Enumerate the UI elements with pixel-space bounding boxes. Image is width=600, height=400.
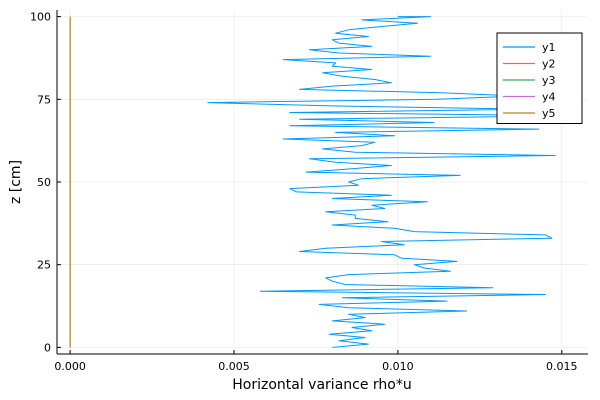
- legend-label-y1: y1: [542, 41, 556, 54]
- x-ticks: 0.000 0.005 0.010 0.015: [54, 350, 578, 373]
- legend-box: [496, 32, 583, 124]
- x-tick-label: 0.015: [546, 360, 578, 373]
- legend: y1 y2 y3 y4 y5: [496, 32, 583, 124]
- y-tick-label: 75: [37, 93, 51, 106]
- legend-label-y4: y4: [542, 91, 556, 104]
- x-tick-label: 0.000: [54, 360, 86, 373]
- series-lines: [69, 16, 576, 348]
- legend-label-y3: y3: [542, 74, 556, 87]
- x-tick-label: 0.010: [382, 360, 414, 373]
- y-tick-label: 50: [37, 176, 51, 189]
- legend-label-y2: y2: [542, 58, 556, 71]
- grid: [57, 10, 588, 354]
- y-ticks: 0 25 50 75 100: [30, 11, 61, 354]
- x-axis-label: Horizontal variance rho*u: [232, 377, 411, 393]
- y-tick-label: 0: [44, 341, 51, 354]
- y-tick-label: 25: [37, 259, 51, 272]
- series-line-y1: [207, 16, 576, 348]
- y-tick-label: 100: [30, 11, 51, 24]
- y-axis-label: z [cm]: [8, 160, 24, 204]
- legend-label-y5: y5: [542, 107, 556, 120]
- x-tick-label: 0.005: [218, 360, 250, 373]
